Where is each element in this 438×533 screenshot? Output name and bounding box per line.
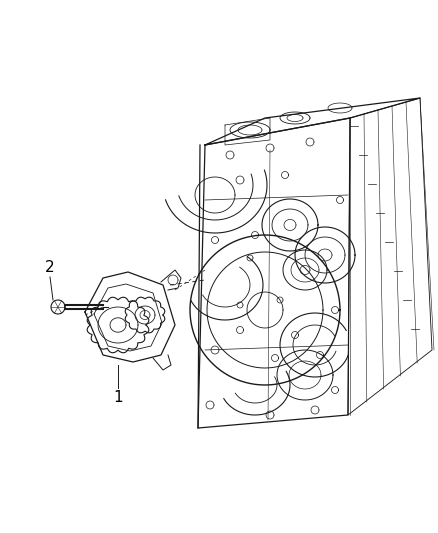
Text: 2: 2 (45, 260, 55, 274)
Text: 1: 1 (113, 391, 123, 406)
